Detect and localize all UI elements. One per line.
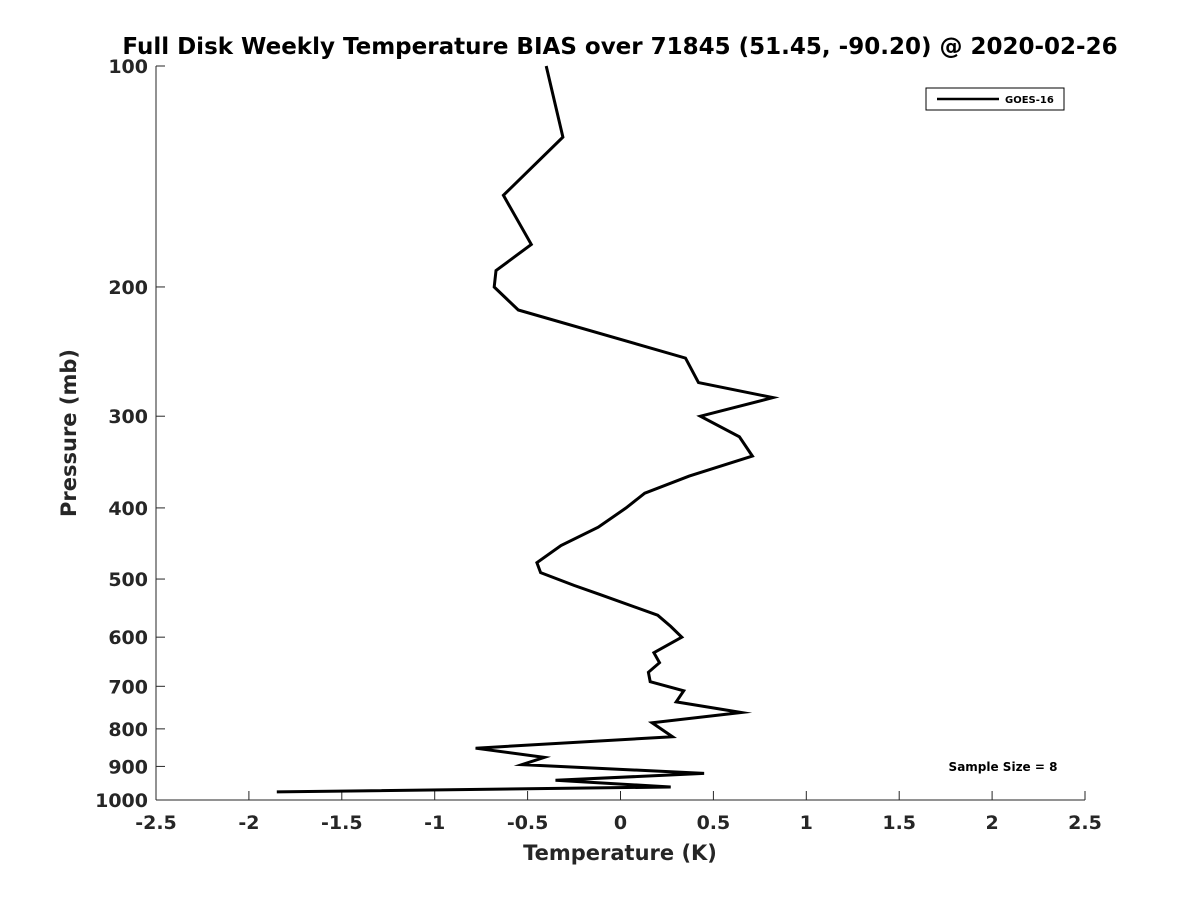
y-tick-label: 400 <box>108 498 148 520</box>
y-tick-label: 200 <box>108 277 148 299</box>
y-tick-label: 600 <box>108 627 148 649</box>
y-tick-label: 700 <box>108 676 148 698</box>
sample-size-annotation: Sample Size = 8 <box>949 760 1058 774</box>
y-tick-label: 1000 <box>95 790 148 812</box>
x-tick-label: 2 <box>985 812 998 834</box>
y-tick-label: 900 <box>108 756 148 778</box>
chart-title: Full Disk Weekly Temperature BIAS over 7… <box>122 34 1117 60</box>
legend-label-goes-16: GOES-16 <box>1005 95 1054 106</box>
x-tick-label: -1 <box>424 812 445 834</box>
x-tick-label: -0.5 <box>507 812 549 834</box>
series-layer <box>276 65 780 794</box>
x-tick-label: -2.5 <box>135 812 177 834</box>
y-tick-label: 300 <box>108 406 148 428</box>
series-line-goes-16 <box>276 65 780 794</box>
y-axis-label: Pressure (mb) <box>57 349 81 517</box>
x-tick-label: 1.5 <box>882 812 916 834</box>
x-tick-label: 2.5 <box>1068 812 1102 834</box>
legend: GOES-16 <box>925 87 1065 111</box>
y-tick-label: 100 <box>108 56 148 78</box>
x-tick-label: 0.5 <box>697 812 731 834</box>
plot-axes <box>155 66 1085 801</box>
y-tick-label: 500 <box>108 569 148 591</box>
y-axis-ticks: 100 200 300 400 500 600 700 800 900 1000 <box>95 56 165 812</box>
y-tick-label: 800 <box>108 719 148 741</box>
x-tick-label: -2 <box>238 812 259 834</box>
x-tick-label: 0 <box>614 812 627 834</box>
x-tick-label: 1 <box>800 812 813 834</box>
x-axis-label: Temperature (K) <box>523 841 717 865</box>
x-tick-label: -1.5 <box>321 812 363 834</box>
x-axis-ticks: -2.5 -2 -1.5 -1 -0.5 0 0.5 1 1.5 2 2.5 <box>135 791 1102 834</box>
